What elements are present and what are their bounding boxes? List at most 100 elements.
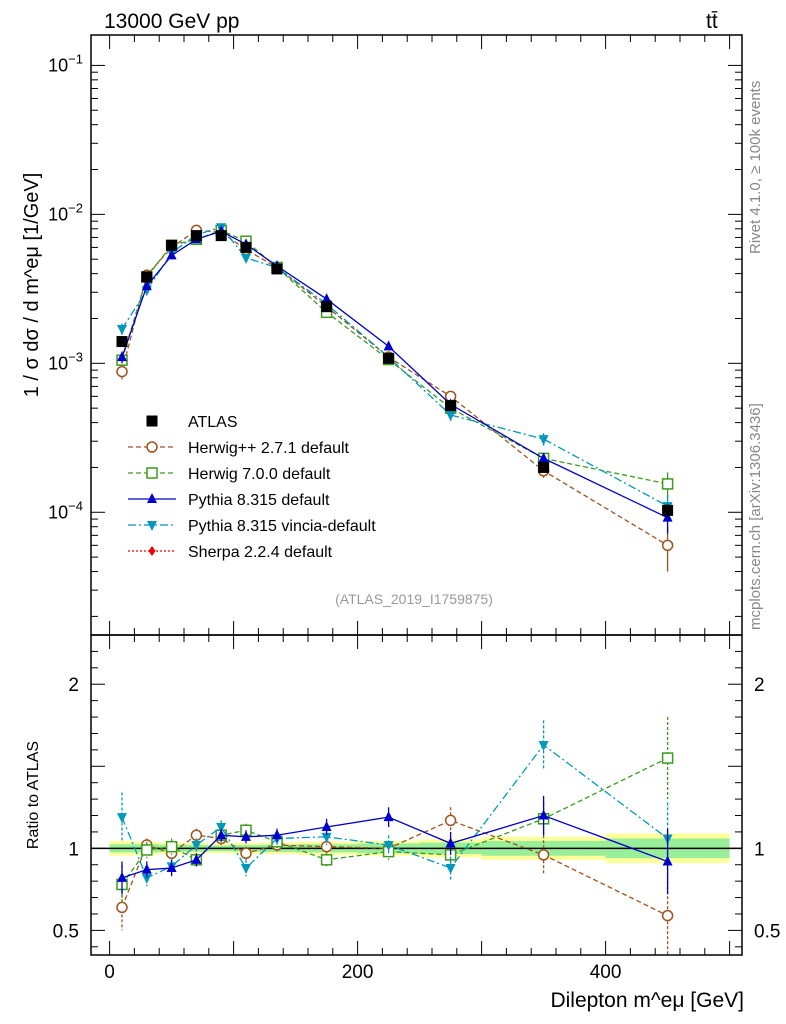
data-point xyxy=(240,847,252,860)
data-point xyxy=(662,504,674,516)
data-point xyxy=(538,809,549,820)
data-point xyxy=(538,740,549,751)
data-point xyxy=(445,864,456,875)
legend-entry: Herwig++ 2.7.1 default xyxy=(128,440,350,457)
data-point xyxy=(116,365,128,378)
ratio-panel-frame xyxy=(90,634,743,956)
data-point xyxy=(141,863,152,874)
x-tick-label: 400 xyxy=(590,962,622,983)
data-point xyxy=(445,410,456,421)
axes: 10−4 10−3 10−2 10−1 0 200 400 0.5 0.5 1 1 2 2 xyxy=(48,35,780,983)
data-point xyxy=(141,844,153,856)
data-point xyxy=(383,340,394,351)
ratio-y-tick-label: 1 xyxy=(68,839,79,860)
series-0 xyxy=(116,230,674,517)
legend-label: Pythia 8.315 vincia-default xyxy=(188,518,376,535)
data-point xyxy=(148,546,156,556)
data-point xyxy=(241,253,251,264)
xlabel: Dilepton m^eμ [GeV] xyxy=(550,989,744,1012)
legend-entry: Sherpa 2.2.4 default xyxy=(128,544,333,561)
data-point xyxy=(444,814,457,827)
data-point xyxy=(147,521,157,531)
rivet-label: Rivet 4.1.0, ≥ 100k events xyxy=(747,81,764,254)
data-point xyxy=(538,461,550,473)
data-point xyxy=(166,862,177,873)
data-point xyxy=(117,871,127,882)
data-point xyxy=(141,873,152,884)
y-tick-label: 10−3 xyxy=(48,349,83,373)
legend-entry: Pythia 8.315 vincia-default xyxy=(128,518,376,535)
data-point xyxy=(272,829,282,840)
series-3 xyxy=(117,225,673,534)
data-point xyxy=(538,435,549,446)
data-point xyxy=(141,271,153,283)
legend-label: Herwig++ 2.7.1 default xyxy=(188,440,350,457)
ratio-series-layer xyxy=(116,717,674,955)
ratio-series-2 xyxy=(116,717,674,905)
data-point xyxy=(321,301,333,313)
x-tick-label: 0 xyxy=(104,962,115,983)
ratio-y-tick-label: 0.5 xyxy=(754,921,780,942)
data-point xyxy=(165,840,178,853)
data-point xyxy=(537,849,550,861)
series-line xyxy=(121,229,668,546)
data-point xyxy=(383,352,395,364)
ratio-y-tick-label: 2 xyxy=(68,675,79,696)
mcplots-label: mcplots.cern.ch [arXiv:1306.3436] xyxy=(747,403,764,630)
header-left: 13000 GeV pp xyxy=(104,10,239,33)
data-point xyxy=(321,821,332,831)
data-point xyxy=(661,478,674,490)
series-layer xyxy=(116,223,674,572)
legend-label: Pythia 8.315 default xyxy=(188,492,330,509)
legend-label: ATLAS xyxy=(188,414,238,431)
data-point xyxy=(116,901,128,914)
data-point xyxy=(320,854,333,866)
legend-label: Herwig 7.0.0 default xyxy=(188,466,331,483)
y-tick-exponent: −1 xyxy=(68,51,83,66)
series-line xyxy=(121,226,668,507)
data-point xyxy=(166,239,178,251)
data-point xyxy=(146,441,158,453)
y-tick-label: 10−2 xyxy=(48,200,83,224)
ratio-line xyxy=(121,819,668,917)
ratio-series-3 xyxy=(117,795,673,895)
data-point xyxy=(240,241,252,253)
data-point xyxy=(191,853,202,864)
ratio-y-tick-label: 0.5 xyxy=(53,921,79,942)
x-tick-label: 200 xyxy=(342,962,374,983)
data-point xyxy=(321,832,332,843)
data-point xyxy=(147,493,157,503)
series-line xyxy=(121,230,668,519)
data-point xyxy=(383,811,394,822)
header-right: tt̄ xyxy=(706,10,718,33)
y-tick-exponent: −3 xyxy=(68,349,83,364)
ratio-band xyxy=(91,833,742,864)
data-point xyxy=(241,830,251,841)
data-point xyxy=(141,280,152,291)
data-point xyxy=(271,263,283,275)
data-point xyxy=(661,909,674,922)
data-point xyxy=(661,752,674,764)
legend: ATLAS Herwig++ 2.7.1 default Herwig 7.0.0 … xyxy=(128,414,376,561)
data-point xyxy=(661,539,674,552)
ratio-y-tick-label: 1 xyxy=(754,839,765,860)
data-point xyxy=(538,452,549,463)
legend-entry: Herwig 7.0.0 default xyxy=(128,466,331,483)
data-point xyxy=(216,823,227,833)
data-point xyxy=(216,829,227,840)
ratio-series-1 xyxy=(116,807,674,955)
legend-entry: ATLAS xyxy=(146,414,238,431)
ratio-line xyxy=(121,744,668,879)
data-point xyxy=(166,249,177,260)
y-tick-label: 10−4 xyxy=(48,498,83,522)
data-point xyxy=(116,336,128,348)
y-tick-exponent: −2 xyxy=(68,200,83,215)
data-point xyxy=(662,855,673,866)
legend-entry: Pythia 8.315 default xyxy=(128,492,330,509)
data-point xyxy=(241,864,251,875)
data-point xyxy=(190,230,202,242)
ratio-ylabel: Ratio to ATLAS xyxy=(25,741,42,849)
ratio-y-tick-label: 2 xyxy=(754,675,765,696)
data-point xyxy=(117,351,127,362)
